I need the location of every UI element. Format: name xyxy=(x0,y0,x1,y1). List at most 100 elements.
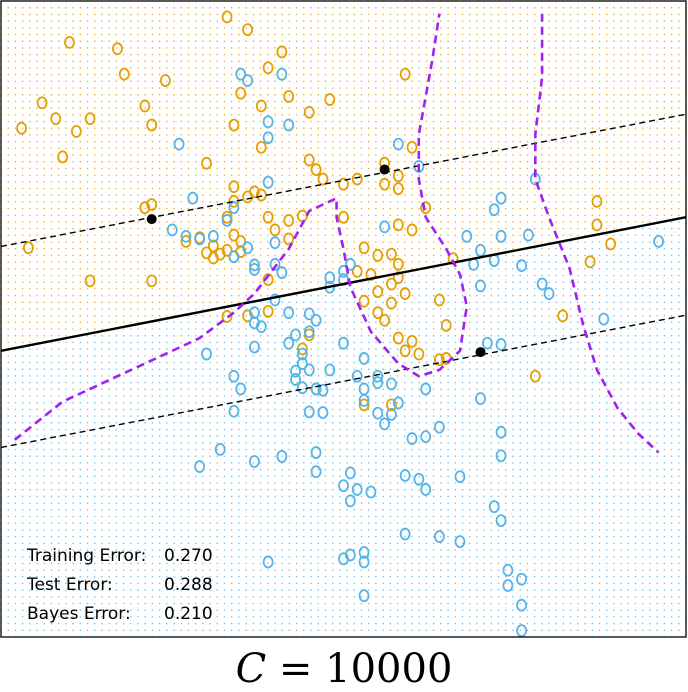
blue-point xyxy=(386,407,397,421)
blue-point xyxy=(365,485,377,499)
blue-point xyxy=(324,363,336,377)
orange-point xyxy=(399,344,411,358)
blue-point xyxy=(399,469,411,482)
blue-point xyxy=(495,449,507,463)
blue-point xyxy=(317,383,329,397)
orange-point xyxy=(50,112,62,126)
blue-point xyxy=(495,338,507,351)
blue-point xyxy=(516,259,527,272)
orange-point xyxy=(16,121,27,135)
blue-point xyxy=(358,589,370,603)
orange-point xyxy=(180,235,192,248)
blue-point xyxy=(502,563,514,577)
orange-point xyxy=(392,218,404,232)
observation-points xyxy=(16,10,664,638)
orange-point xyxy=(242,23,254,37)
blue-point xyxy=(180,229,192,243)
blue-point xyxy=(228,201,240,215)
orange-point xyxy=(351,264,363,278)
orange-point xyxy=(159,74,171,87)
orange-point xyxy=(358,241,370,255)
orange-point xyxy=(84,112,96,126)
test-error-label: Test Error: xyxy=(26,575,113,595)
orange-point xyxy=(207,239,219,253)
caption-equals: = xyxy=(278,646,313,692)
orange-point xyxy=(228,180,240,194)
blue-point xyxy=(249,455,260,468)
blue-point xyxy=(194,232,206,246)
blue-point xyxy=(310,465,322,479)
blue-point xyxy=(433,420,445,434)
blue-point xyxy=(379,220,391,234)
orange-point xyxy=(262,210,274,224)
blue-point xyxy=(454,535,466,548)
blue-point xyxy=(255,320,267,334)
blue-point xyxy=(543,287,555,300)
blue-point xyxy=(276,67,288,81)
class-region-dot-grid xyxy=(0,0,687,638)
orange-point xyxy=(262,304,274,318)
blue-point xyxy=(324,271,336,285)
blue-point xyxy=(386,377,397,391)
blue-point xyxy=(338,552,349,566)
blue-point xyxy=(269,236,281,250)
orange-point xyxy=(146,198,158,211)
blue-point xyxy=(269,293,281,307)
orange-point xyxy=(372,248,384,262)
orange-point xyxy=(70,124,82,138)
orange-point xyxy=(221,10,233,24)
blue-point xyxy=(338,479,349,493)
blue-point xyxy=(653,235,664,248)
blue-point xyxy=(249,262,260,276)
orange-point xyxy=(221,310,233,323)
blue-point xyxy=(516,572,527,586)
blue-point xyxy=(262,175,274,189)
blue-point xyxy=(344,257,356,271)
blue-point xyxy=(269,257,281,271)
blue-point xyxy=(228,250,240,264)
support-vector-point xyxy=(475,347,486,358)
blue-point xyxy=(262,115,274,129)
orange-point xyxy=(605,237,617,251)
orange-point xyxy=(303,105,315,119)
orange-point xyxy=(64,35,75,49)
blue-point xyxy=(242,74,254,87)
orange-point xyxy=(406,140,418,154)
blue-point xyxy=(201,347,212,361)
blue-point xyxy=(481,336,493,350)
error-stats: Training Error: 0.270 Test Error: 0.288 … xyxy=(26,546,213,624)
orange-point xyxy=(372,306,384,320)
blue-point xyxy=(310,382,322,396)
blue-class-points xyxy=(166,67,664,638)
blue-point xyxy=(173,137,185,151)
blue-point xyxy=(495,229,507,243)
blue-point xyxy=(598,312,610,326)
blue-point xyxy=(338,336,349,350)
blue-point xyxy=(392,396,404,410)
blue-point xyxy=(283,306,295,320)
blue-point xyxy=(351,483,363,496)
blue-point xyxy=(310,313,322,327)
blue-point xyxy=(344,466,356,480)
orange-point xyxy=(36,96,48,110)
blue-point xyxy=(358,394,370,407)
blue-point xyxy=(303,405,315,419)
blue-point xyxy=(536,277,548,291)
orange-point xyxy=(139,201,151,215)
orange-point xyxy=(392,169,404,183)
blue-point xyxy=(358,352,370,365)
blue-point xyxy=(235,382,247,396)
test-error-value: 0.288 xyxy=(164,575,213,595)
training-error-value: 0.270 xyxy=(164,546,213,566)
blue-point xyxy=(433,530,445,543)
orange-point xyxy=(262,61,274,75)
blue-point xyxy=(194,460,206,473)
blue-point xyxy=(303,363,315,377)
blue-point xyxy=(420,382,432,396)
orange-point xyxy=(235,86,247,100)
orange-point xyxy=(242,190,254,204)
orange-point xyxy=(529,369,541,383)
blue-point xyxy=(495,514,507,528)
blue-point xyxy=(413,472,425,486)
blue-point xyxy=(296,381,308,395)
